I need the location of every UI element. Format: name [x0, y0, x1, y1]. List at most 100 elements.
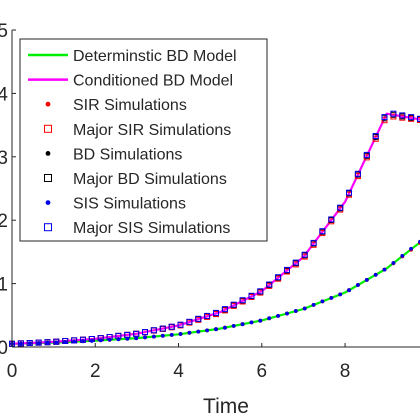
major-sis-simulations-point	[106, 334, 113, 340]
major-sis-simulations-point	[168, 323, 175, 330]
legend-box	[19, 38, 268, 242]
sis-simulations-point	[36, 341, 41, 345]
major-sis-simulations-point	[284, 266, 290, 273]
major-sis-simulations-point	[62, 338, 69, 344]
major-sis-simulations-point	[372, 133, 379, 139]
major-sis-simulations-point	[239, 297, 246, 304]
sis-simulations-point	[258, 318, 263, 323]
major-sis-simulations-point	[408, 114, 415, 121]
legend-sis-simulations-label: SIS Simulations	[73, 196, 186, 213]
major-sis-simulations-point	[35, 339, 42, 346]
major-sis-simulations-point	[186, 318, 193, 325]
sis-simulations-point	[364, 278, 369, 282]
major-sis-simulations-point	[363, 151, 370, 158]
sis-simulations-point	[329, 296, 334, 300]
legend-major-bd-simulations-swatch	[44, 174, 52, 182]
major-sis-simulations-point	[328, 216, 335, 223]
legend-major-sis-simulations-swatch	[44, 223, 52, 232]
major-sis-simulations-point	[381, 114, 388, 121]
major-sir-simulations-point	[381, 117, 388, 124]
legend-sir-simulations-swatch	[45, 101, 51, 107]
sis-simulations-point	[311, 303, 316, 307]
sis-simulations-point	[160, 333, 165, 338]
legend-major-bd-simulations-label: Major BD Simulations	[73, 171, 227, 188]
major-sis-simulations-point	[346, 189, 352, 196]
sis-simulations-point	[285, 311, 289, 316]
sis-simulations-point	[169, 333, 174, 337]
sis-simulations-point	[356, 283, 360, 287]
x-tick-label: 4	[173, 361, 184, 382]
x-axis-title: Time	[203, 395, 249, 418]
major-sis-simulations-point	[230, 301, 237, 308]
sis-simulations-point	[205, 328, 210, 333]
sis-simulations-point	[373, 272, 378, 277]
legend-conditioned-bd-model-label: Conditioned BD Model	[73, 73, 233, 90]
major-sis-simulations-point	[17, 340, 24, 347]
legend-bd-simulations-swatch	[45, 151, 51, 156]
sis-simulations-point	[152, 334, 156, 339]
major-sis-simulations-point	[417, 115, 420, 122]
legend-major-sis-simulations-label: Major SIS Simulations	[73, 220, 230, 237]
legend-major-sir-simulations-swatch	[44, 124, 52, 133]
legend-bd-simulations-label: BD Simulations	[73, 146, 182, 163]
sis-simulations-point	[302, 306, 307, 311]
legend-major-sir-simulations-label: Major SIR Simulations	[73, 122, 231, 139]
major-sis-simulations-point	[195, 315, 202, 322]
sis-simulations-point	[338, 292, 343, 297]
major-sis-simulations-point	[213, 309, 219, 316]
sis-simulations-point	[19, 341, 23, 346]
sis-simulations-point	[293, 309, 298, 313]
sis-simulations-point	[347, 288, 351, 293]
x-tick-label: 0	[7, 361, 18, 382]
sis-simulations-point	[178, 332, 183, 336]
tick-layer: 0 2 4 6 8 0 1 2 3 4 5	[0, 21, 350, 382]
sis-simulations-point	[45, 340, 50, 345]
sis-simulations-point	[391, 261, 396, 265]
sis-simulations-point	[240, 322, 245, 327]
legend-sis-simulations-swatch	[45, 200, 51, 206]
sis-simulations-point	[214, 327, 218, 332]
major-sis-simulations-point	[80, 336, 86, 343]
y-tick-label: 2	[0, 211, 8, 232]
sis-simulations-point	[231, 324, 236, 328]
sis-simulations-point	[116, 337, 121, 342]
major-sis-simulations-point	[248, 292, 255, 299]
major-sis-simulations-point	[177, 321, 184, 328]
major-sis-simulations-point	[319, 228, 326, 235]
major-sis-simulations-point	[44, 339, 51, 346]
major-sis-simulations-point	[159, 325, 166, 332]
sis-simulations-point	[223, 325, 227, 330]
x-tick-label: 6	[257, 361, 268, 382]
major-sis-simulations-point	[390, 110, 397, 117]
major-sis-simulations-point	[53, 338, 60, 345]
sis-simulations-point	[267, 316, 272, 321]
major-sis-simulations-point	[266, 281, 273, 288]
sis-simulations-point	[54, 340, 59, 345]
sis-simulations-point	[187, 330, 192, 335]
x-tick-label: 8	[340, 361, 351, 382]
major-sis-simulations-point	[292, 259, 299, 266]
major-sis-simulations-point	[124, 331, 131, 338]
major-sis-simulations-point	[133, 330, 140, 337]
sis-simulations-point	[89, 338, 94, 343]
major-sis-simulations-point	[71, 337, 78, 344]
major-sis-simulations-point	[337, 204, 344, 211]
major-sis-simulations-point	[204, 312, 211, 319]
major-sis-simulations-point	[257, 288, 264, 295]
major-sis-simulations-point	[97, 335, 104, 342]
y-tick-label: 1	[0, 275, 8, 296]
sis-simulations-point	[400, 254, 405, 258]
legend-determinstic-bd-model-label: Determinstic BD Model	[73, 48, 237, 65]
major-sis-simulations-point	[26, 340, 33, 346]
sis-simulations-point	[409, 246, 413, 251]
y-tick-label: 0	[0, 338, 8, 359]
major-sis-simulations-point	[115, 332, 122, 339]
y-tick-label: 3	[0, 148, 8, 169]
major-sis-simulations-point	[399, 112, 406, 119]
y-tick-label: 4	[0, 84, 8, 105]
major-sis-simulations-point	[354, 170, 361, 177]
series-layer	[9, 110, 420, 347]
y-tick-label: 5	[0, 21, 8, 42]
legend-sir-simulations-label: SIR Simulations	[73, 97, 187, 114]
